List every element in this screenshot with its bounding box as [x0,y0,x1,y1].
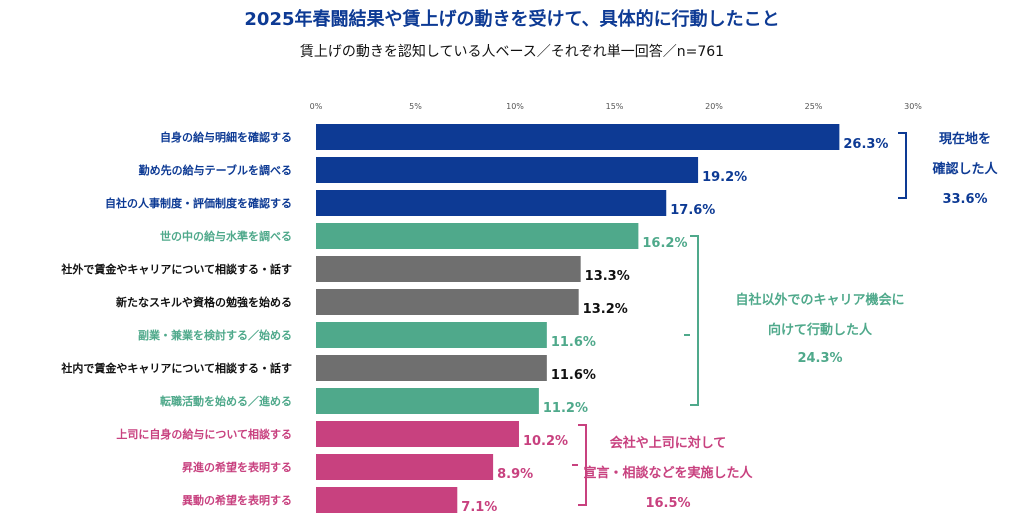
category-label: 上司に自身の給与について相談する [116,427,292,441]
category-label: 勤め先の給与テーブルを調べる [139,163,292,177]
x-tick-label: 30% [904,102,922,111]
group-annotation-text: 16.5% [645,496,690,511]
category-label: 社外で賃金やキャリアについて相談する・話す [60,262,292,276]
category-label: 異動の希望を表明する [182,493,292,507]
x-tick-label: 0% [310,102,323,111]
value-label: 11.6% [551,368,596,383]
group-annotation-text: 会社や上司に対して [610,435,727,451]
value-label: 26.3% [843,137,888,152]
bar [316,355,547,381]
group-bracket [684,235,699,406]
category-label: 世の中の給与水準を調べる [160,229,292,243]
bar [316,190,667,216]
value-label: 10.2% [523,434,568,449]
group-annotation-text: 自社以外でのキャリア機会に [735,292,904,308]
category-label: 新たなスキルや資格の勉強を始める [116,295,292,309]
bar [316,289,579,315]
value-label: 17.6% [670,203,715,218]
category-label: 転職活動を始める／進める [160,394,292,408]
value-label: 19.2% [702,170,747,185]
group-annotation-text: 確認した人 [932,161,998,177]
group-annotation-text: 現在地を [939,131,991,147]
bar [316,223,639,249]
category-label: 社内で賃金やキャリアについて相談する・話す [60,361,292,375]
value-label: 16.2% [642,236,687,251]
bar [316,322,547,348]
value-label: 11.6% [551,335,596,350]
chart-title: 2025年春闘結果や賃上げの動きを受けて、具体的に行動したこと [244,8,779,30]
value-label: 13.3% [585,269,630,284]
bar [316,454,494,480]
value-label: 13.2% [583,302,628,317]
group-annotation-text: 33.6% [942,192,987,207]
group-annotation-text: 向けて行動した人 [768,322,873,338]
x-tick-label: 25% [805,102,823,111]
x-tick-label: 20% [705,102,723,111]
group-bracket [572,424,587,506]
category-label: 自社の人事制度・評価制度を確認する [105,196,292,210]
bar [316,256,581,282]
group-bracket [898,132,907,199]
category-label: 自身の給与明細を確認する [160,130,292,144]
group-annotation-text: 宣言・相談などを実施した人 [583,465,753,481]
bar [316,124,840,150]
x-tick-label: 5% [409,102,422,111]
chart-subtitle: 賃上げの動きを認知している人ベース／それぞれ単一回答／n=761 [300,43,724,60]
bar [316,388,539,414]
value-label: 8.9% [497,467,533,482]
x-tick-label: 10% [506,102,524,111]
value-label: 11.2% [543,401,588,416]
bar [316,157,699,183]
group-annotation-text: 24.3% [797,351,842,366]
category-label: 副業・兼業を検討する／始める [138,328,292,342]
bar [316,487,458,513]
category-label: 昇進の希望を表明する [182,460,292,474]
value-label: 7.1% [461,500,497,515]
x-tick-label: 15% [606,102,624,111]
bar [316,421,519,447]
